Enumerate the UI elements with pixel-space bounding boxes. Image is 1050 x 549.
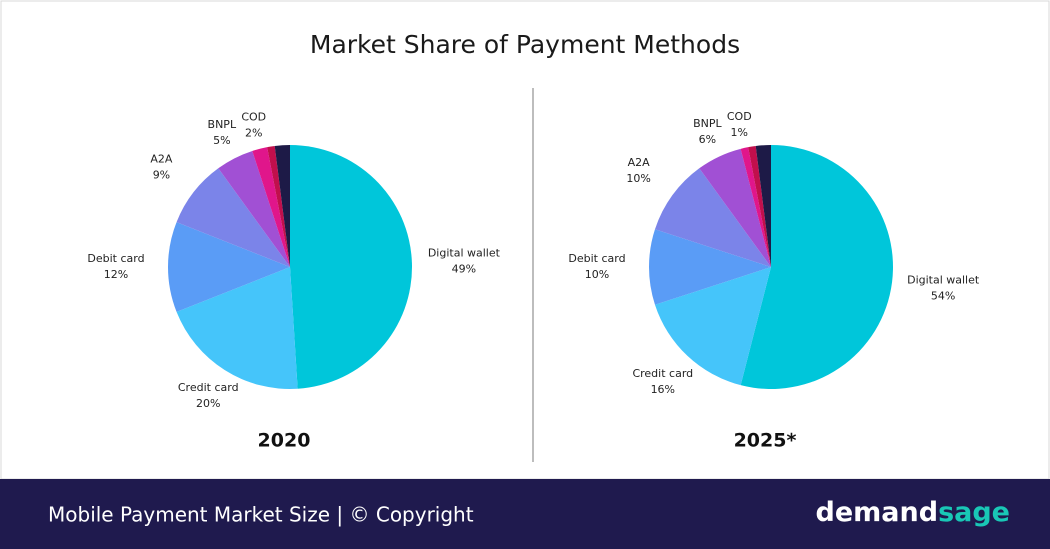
pie-slice xyxy=(252,147,290,267)
pie-slice xyxy=(290,145,412,389)
pie-slice xyxy=(176,168,290,267)
chart-title: Market Share of Payment Methods xyxy=(310,30,740,59)
footer-text: Mobile Payment Market Size | © Copyright xyxy=(48,503,474,527)
footer-band xyxy=(0,479,1050,549)
slice-value-label: 9% xyxy=(153,168,170,181)
slice-label: Debit card xyxy=(568,252,625,265)
pie-slice xyxy=(755,145,771,267)
pie-slice xyxy=(267,145,290,267)
pie-slice xyxy=(654,168,771,267)
pie-slice xyxy=(748,145,771,267)
pie-slice xyxy=(654,267,771,386)
slice-value-label: 5% xyxy=(213,134,230,147)
slice-label: COD xyxy=(727,110,752,123)
frame xyxy=(0,0,1050,480)
slice-label: BNPL xyxy=(693,117,722,130)
slice-label: Digital wallet xyxy=(428,247,501,260)
slice-label: BNPL xyxy=(208,118,237,131)
pie-slice xyxy=(218,150,290,267)
slice-value-label: 10% xyxy=(626,172,650,185)
slice-value-label: 10% xyxy=(585,268,609,281)
pie-slice xyxy=(176,267,298,389)
pie-slice xyxy=(740,147,771,267)
pie-slice xyxy=(740,145,893,390)
slice-value-label: 16% xyxy=(651,383,675,396)
slice-label: Digital wallet xyxy=(907,274,980,287)
slice-value-label: 12% xyxy=(104,268,128,281)
slice-label: A2A xyxy=(628,156,651,169)
pie-subtitle: 2020 xyxy=(258,430,311,452)
pie-slice xyxy=(274,145,290,267)
slice-label: Credit card xyxy=(178,381,239,394)
pie-slice xyxy=(649,229,771,305)
slice-value-label: 20% xyxy=(196,397,220,410)
brand-right: sage xyxy=(938,497,1010,528)
slice-value-label: 54% xyxy=(931,290,955,303)
slice-label: Debit card xyxy=(87,252,144,265)
slice-value-label: 1% xyxy=(731,126,748,139)
pie-slice xyxy=(168,222,290,312)
slice-value-label: 49% xyxy=(452,263,476,276)
pie-subtitle: 2025* xyxy=(734,430,797,452)
pie-slice xyxy=(699,148,771,267)
slice-label: Credit card xyxy=(632,367,693,380)
slice-value-label: 2% xyxy=(245,127,262,140)
slice-label: A2A xyxy=(150,152,173,165)
slice-label: COD xyxy=(241,111,266,124)
brand-left: demand xyxy=(816,497,939,528)
slice-value-label: 6% xyxy=(699,133,716,146)
brand: demandsage xyxy=(816,497,1010,528)
